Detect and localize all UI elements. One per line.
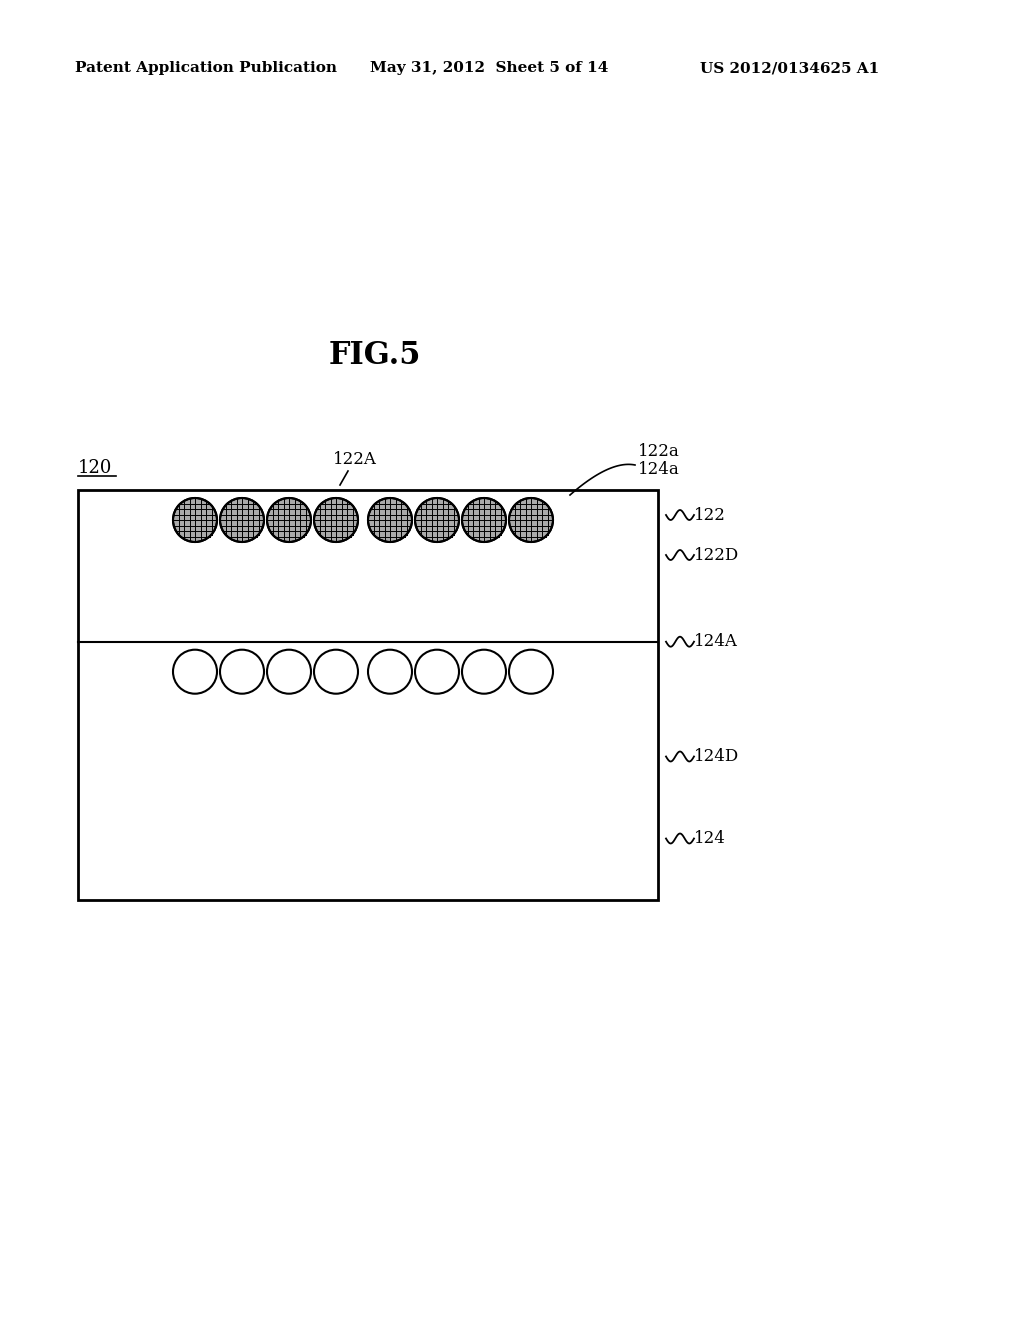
Circle shape <box>462 649 506 694</box>
Circle shape <box>173 498 217 543</box>
Text: 124D: 124D <box>694 748 739 766</box>
Circle shape <box>509 498 553 543</box>
Circle shape <box>220 498 264 543</box>
Text: 124A: 124A <box>694 634 738 651</box>
Text: Patent Application Publication: Patent Application Publication <box>75 61 337 75</box>
Text: 124a: 124a <box>638 462 680 479</box>
Text: 122: 122 <box>694 507 726 524</box>
Circle shape <box>368 649 412 694</box>
Circle shape <box>267 649 311 694</box>
Circle shape <box>314 649 358 694</box>
Bar <box>78 490 658 900</box>
Text: 122A: 122A <box>333 451 377 469</box>
Circle shape <box>509 649 553 694</box>
Circle shape <box>462 498 506 543</box>
Circle shape <box>173 649 217 694</box>
Circle shape <box>314 498 358 543</box>
Text: 120: 120 <box>78 459 113 477</box>
Text: May 31, 2012  Sheet 5 of 14: May 31, 2012 Sheet 5 of 14 <box>370 61 608 75</box>
Text: FIG.5: FIG.5 <box>329 339 421 371</box>
Circle shape <box>368 498 412 543</box>
Circle shape <box>267 498 311 543</box>
Text: 124: 124 <box>694 830 726 847</box>
Text: 122D: 122D <box>694 546 739 564</box>
Text: US 2012/0134625 A1: US 2012/0134625 A1 <box>700 61 880 75</box>
Circle shape <box>415 498 459 543</box>
Text: 122a: 122a <box>638 444 680 461</box>
Circle shape <box>415 649 459 694</box>
Circle shape <box>220 649 264 694</box>
